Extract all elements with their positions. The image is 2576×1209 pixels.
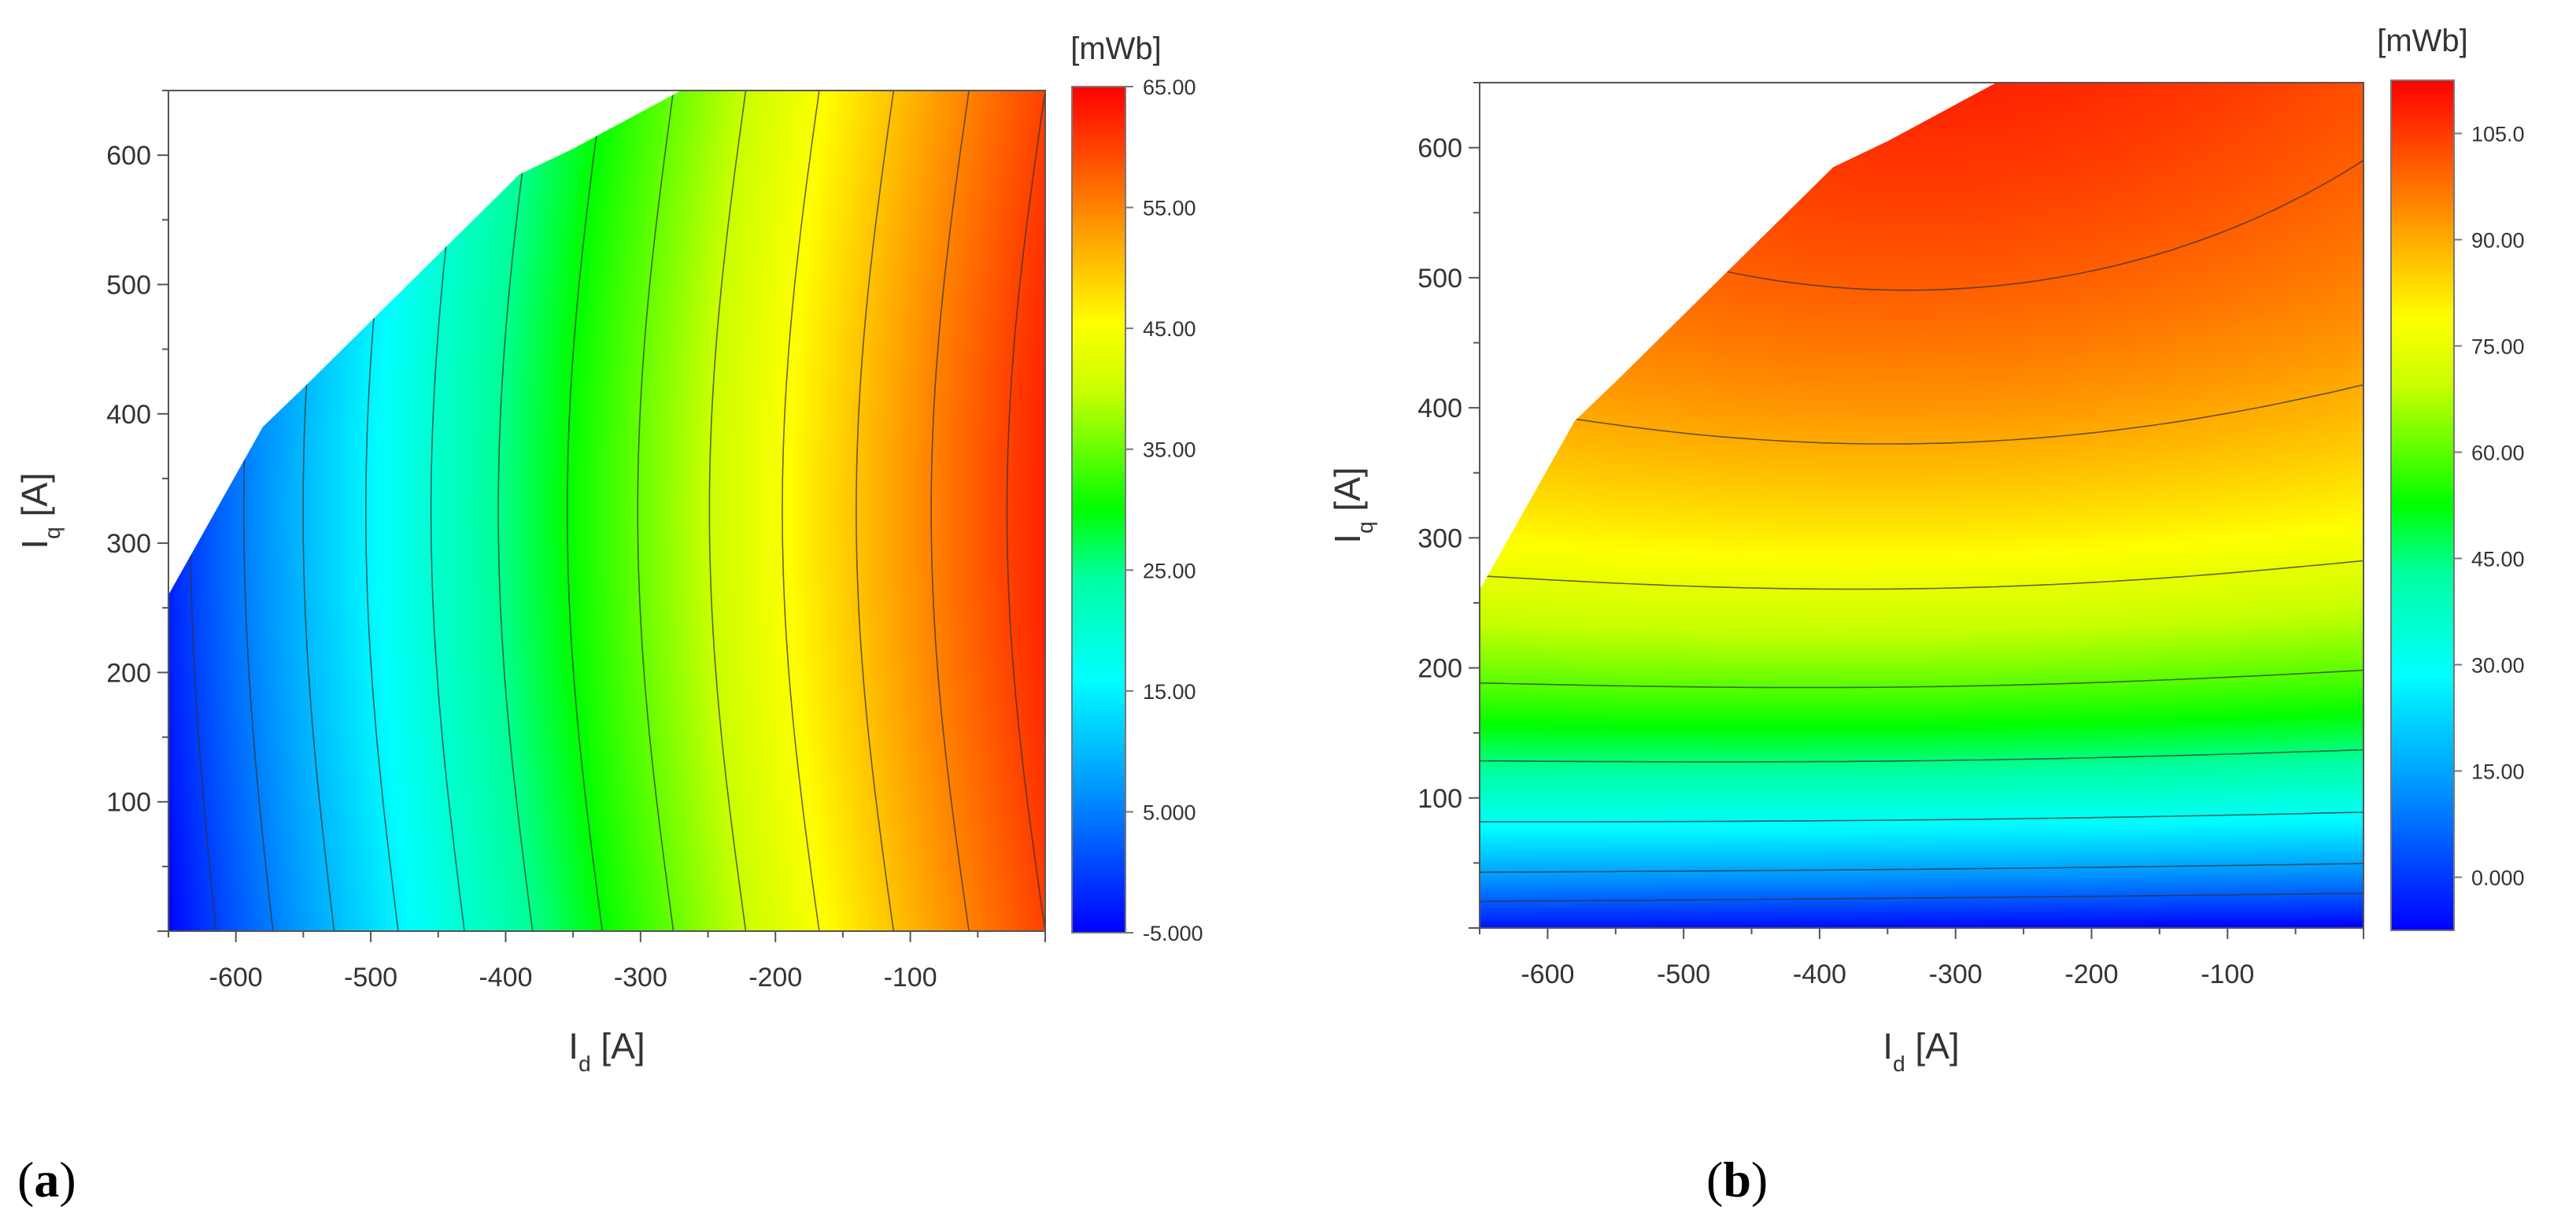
y-tick-label: 300	[1417, 523, 1462, 553]
y-tick-label: 400	[1417, 394, 1462, 423]
y-tick-label: 300	[106, 529, 151, 559]
x-axis-b: -600 -500 -400 -300 -200 -100	[1479, 928, 2364, 989]
plot-area-b: -600 -500 -400 -300 -200 -100 100 200 300 400 500…	[1417, 82, 2364, 989]
panel-label-b: (b)	[1706, 1152, 1768, 1207]
y-tick-label: 100	[1417, 784, 1462, 814]
plot-frame-a	[168, 90, 1046, 932]
x-tick-label: -200	[2064, 959, 2118, 989]
x-tick-label: -400	[1793, 959, 1846, 989]
colorbar-tick-label: 35.00	[1143, 438, 1196, 462]
colorbar-tick-label: 45.00	[2471, 548, 2525, 571]
colorbar-ticks-a: -5.000 5.000 15.00 25.00 35.00 45.00 55.00 65.0…	[1125, 76, 1203, 945]
y-tick-label: 100	[106, 788, 151, 818]
y-tick-label: 200	[1417, 654, 1462, 684]
colorbar-tick-label: 55.00	[1143, 197, 1196, 220]
x-tick-label: -100	[884, 963, 937, 993]
plot-frame-b	[1479, 82, 2364, 929]
panel-label-a: (a)	[17, 1152, 76, 1207]
panel-a: -600 -500 -400 -300 -200 -100 100 200 300 400 500…	[14, 31, 1203, 1207]
contour-line	[708, 91, 747, 931]
x-tick-label: -500	[1657, 959, 1710, 989]
colorbar-ticks-b: 0.000 15.00 30.00 45.00 60.00 75.00 90.00 105.0	[2454, 123, 2525, 890]
x-tick-label: -400	[479, 963, 532, 993]
colorbar-tick-label: 45.00	[1143, 317, 1196, 341]
colorbar-tick-label: 15.00	[2471, 760, 2525, 784]
colorbar-tick-label: 15.00	[1143, 680, 1196, 704]
colorbar-tick-label: 65.00	[1143, 76, 1196, 99]
y-tick-label: 500	[106, 270, 151, 300]
x-tick-label: -600	[209, 963, 263, 993]
colorbar-tick-label: 5.000	[1143, 800, 1196, 824]
contour-line	[856, 91, 895, 931]
plot-area-a: -600 -500 -400 -300 -200 -100 100 200 300 400 500…	[106, 90, 1046, 993]
contour-line	[1480, 812, 2363, 823]
y-tick-label: 500	[1417, 264, 1462, 294]
panel-b: -600 -500 -400 -300 -200 -100 100 200 300 400 500…	[1327, 24, 2525, 1207]
colorbar-a: [mWb] -5.000 5.000 15.00 25.00 35.00 45.00 55.…	[1070, 31, 1203, 945]
colorbar-gradient-a	[1072, 87, 1125, 933]
colorbar-tick-label: 30.00	[2471, 654, 2525, 678]
x-tick-label: -600	[1521, 959, 1574, 989]
contour-line	[1480, 893, 2363, 903]
contour-line	[497, 91, 534, 931]
colorbar-tick-label: -5.000	[1143, 922, 1203, 945]
colorbar-tick-label: 105.0	[2471, 123, 2525, 146]
x-tick-label: -300	[1929, 959, 1983, 989]
contour-line	[1480, 863, 2363, 873]
x-axis-title-a: Id [A]	[568, 1026, 645, 1076]
y-tick-label: 600	[1417, 134, 1462, 164]
x-tick-label: -300	[614, 963, 667, 993]
contour-line	[637, 91, 674, 931]
colorbar-unit-b: [mWb]	[2377, 24, 2468, 58]
y-axis-a: 100 200 300 400 500 600	[106, 90, 168, 932]
colorbar-tick-label: 60.00	[2471, 442, 2525, 465]
colorbar-b: [mWb] 0.000 15.00 30.00 45.00 60.00 75.00 90.0…	[2377, 24, 2525, 931]
colorbar-unit-a: [mWb]	[1070, 31, 1162, 66]
colorbar-tick-label: 75.00	[2471, 335, 2525, 359]
y-tick-label: 400	[106, 400, 151, 430]
colorbar-frame-a	[1071, 86, 1126, 934]
colorbar-frame-b	[2390, 79, 2455, 931]
y-tick-label: 600	[106, 141, 151, 171]
x-axis-title-b: Id [A]	[1883, 1026, 1959, 1076]
contour-line	[567, 91, 604, 931]
x-tick-label: -500	[344, 963, 397, 993]
contour-line	[782, 91, 820, 931]
contour-line	[1480, 669, 2363, 689]
colorbar-tick-label: 0.000	[2471, 867, 2525, 890]
contour-line	[1006, 91, 1045, 931]
y-axis-b: 100 200 300 400 500 600	[1417, 82, 1480, 929]
x-axis-a: -600 -500 -400 -300 -200 -100	[168, 931, 1046, 993]
contour-lines-b	[1480, 159, 2363, 903]
colorbar-tick-label: 25.00	[1143, 559, 1196, 582]
contour-line	[1480, 749, 2363, 763]
x-tick-label: -200	[748, 963, 802, 993]
colorbar-gradient-b	[2391, 80, 2454, 930]
x-tick-label: -100	[2201, 959, 2254, 989]
y-axis-title-a: Iq [A]	[14, 472, 65, 549]
colorbar-tick-label: 90.00	[2471, 229, 2525, 253]
contour-line	[930, 91, 970, 931]
y-tick-label: 200	[106, 658, 151, 688]
y-axis-title-b: Iq [A]	[1327, 467, 1377, 543]
